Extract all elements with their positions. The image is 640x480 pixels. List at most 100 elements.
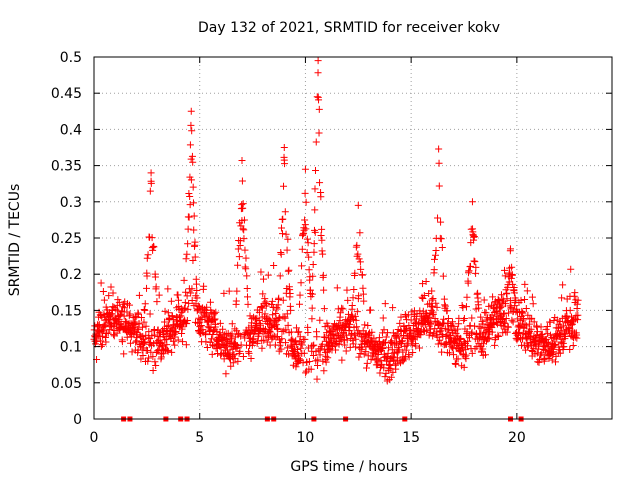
data-point bbox=[498, 316, 506, 324]
data-point bbox=[307, 365, 315, 373]
data-point bbox=[259, 275, 267, 283]
data-point bbox=[465, 267, 473, 275]
data-point bbox=[261, 295, 269, 303]
x-tick-label: 0 bbox=[90, 430, 99, 446]
data-point bbox=[309, 342, 317, 350]
data-point bbox=[297, 339, 305, 347]
data-point bbox=[272, 333, 280, 341]
data-point bbox=[313, 375, 321, 383]
data-point bbox=[429, 294, 437, 302]
data-point bbox=[194, 302, 202, 310]
data-point bbox=[243, 285, 251, 293]
data-point bbox=[294, 328, 302, 336]
data-point bbox=[275, 314, 283, 322]
data-point bbox=[273, 305, 281, 313]
data-point bbox=[551, 340, 559, 348]
data-point bbox=[355, 353, 363, 361]
data-point bbox=[471, 322, 479, 330]
data-point bbox=[106, 326, 114, 334]
data-point bbox=[545, 354, 553, 362]
data-point bbox=[238, 177, 246, 185]
data-point bbox=[140, 318, 148, 326]
data-point bbox=[164, 347, 172, 355]
data-point bbox=[101, 322, 109, 330]
data-point bbox=[435, 145, 443, 153]
data-point bbox=[146, 187, 154, 195]
data-point bbox=[126, 310, 134, 318]
data-point bbox=[191, 238, 199, 246]
data-point bbox=[155, 291, 163, 299]
data-point bbox=[200, 282, 208, 290]
data-point bbox=[322, 337, 330, 345]
data-point bbox=[242, 265, 250, 273]
data-point bbox=[149, 366, 157, 374]
data-point bbox=[281, 208, 289, 216]
data-point bbox=[447, 342, 455, 350]
data-point bbox=[210, 316, 218, 324]
y-tick-label: 0.25 bbox=[51, 231, 82, 247]
data-point bbox=[98, 341, 106, 349]
data-point bbox=[333, 284, 341, 292]
data-point bbox=[298, 245, 306, 253]
data-point bbox=[252, 315, 260, 323]
data-point bbox=[360, 297, 368, 305]
data-point bbox=[301, 165, 309, 173]
data-point bbox=[309, 260, 317, 268]
data-point bbox=[395, 346, 403, 354]
data-point bbox=[208, 350, 216, 358]
data-point bbox=[139, 351, 147, 359]
data-point bbox=[530, 318, 538, 326]
data-point bbox=[234, 357, 242, 365]
data-point bbox=[235, 253, 243, 261]
data-point bbox=[454, 325, 462, 333]
data-point bbox=[222, 370, 230, 378]
data-point bbox=[398, 337, 406, 345]
data-point bbox=[501, 272, 509, 280]
data-point bbox=[357, 340, 365, 348]
data-point bbox=[316, 351, 324, 359]
data-point bbox=[228, 320, 236, 328]
data-point bbox=[570, 292, 578, 300]
data-point bbox=[280, 144, 288, 151]
data-point bbox=[183, 292, 191, 300]
data-point bbox=[296, 337, 304, 345]
data-point bbox=[232, 297, 240, 305]
data-point bbox=[502, 315, 510, 323]
data-point bbox=[279, 230, 287, 238]
data-point bbox=[152, 362, 160, 370]
data-point bbox=[292, 363, 300, 371]
data-point bbox=[508, 263, 516, 271]
data-point bbox=[182, 288, 190, 296]
data-point bbox=[338, 356, 346, 364]
data-point bbox=[519, 309, 527, 317]
data-point bbox=[324, 322, 332, 330]
data-point bbox=[245, 334, 253, 342]
data-point bbox=[402, 346, 410, 354]
data-point bbox=[502, 300, 510, 308]
data-point bbox=[464, 279, 472, 287]
data-point bbox=[141, 338, 149, 346]
data-point bbox=[336, 309, 344, 317]
data-point bbox=[169, 337, 177, 345]
data-point bbox=[196, 323, 204, 331]
data-point bbox=[423, 327, 431, 335]
data-point bbox=[331, 341, 339, 349]
data-point bbox=[284, 267, 292, 275]
data-point bbox=[475, 304, 483, 312]
data-point bbox=[309, 352, 317, 360]
data-point bbox=[186, 141, 194, 149]
data-point bbox=[313, 93, 321, 101]
data-point bbox=[352, 243, 360, 251]
data-point bbox=[460, 363, 468, 371]
data-point bbox=[350, 285, 358, 293]
data-point bbox=[301, 221, 309, 229]
data-point bbox=[266, 328, 274, 336]
data-point bbox=[309, 272, 317, 280]
data-point bbox=[146, 310, 154, 318]
data-point bbox=[264, 271, 272, 279]
data-point bbox=[352, 343, 360, 351]
data-point bbox=[411, 319, 419, 327]
data-point bbox=[292, 337, 300, 345]
data-point bbox=[310, 341, 318, 349]
data-point bbox=[172, 327, 180, 335]
